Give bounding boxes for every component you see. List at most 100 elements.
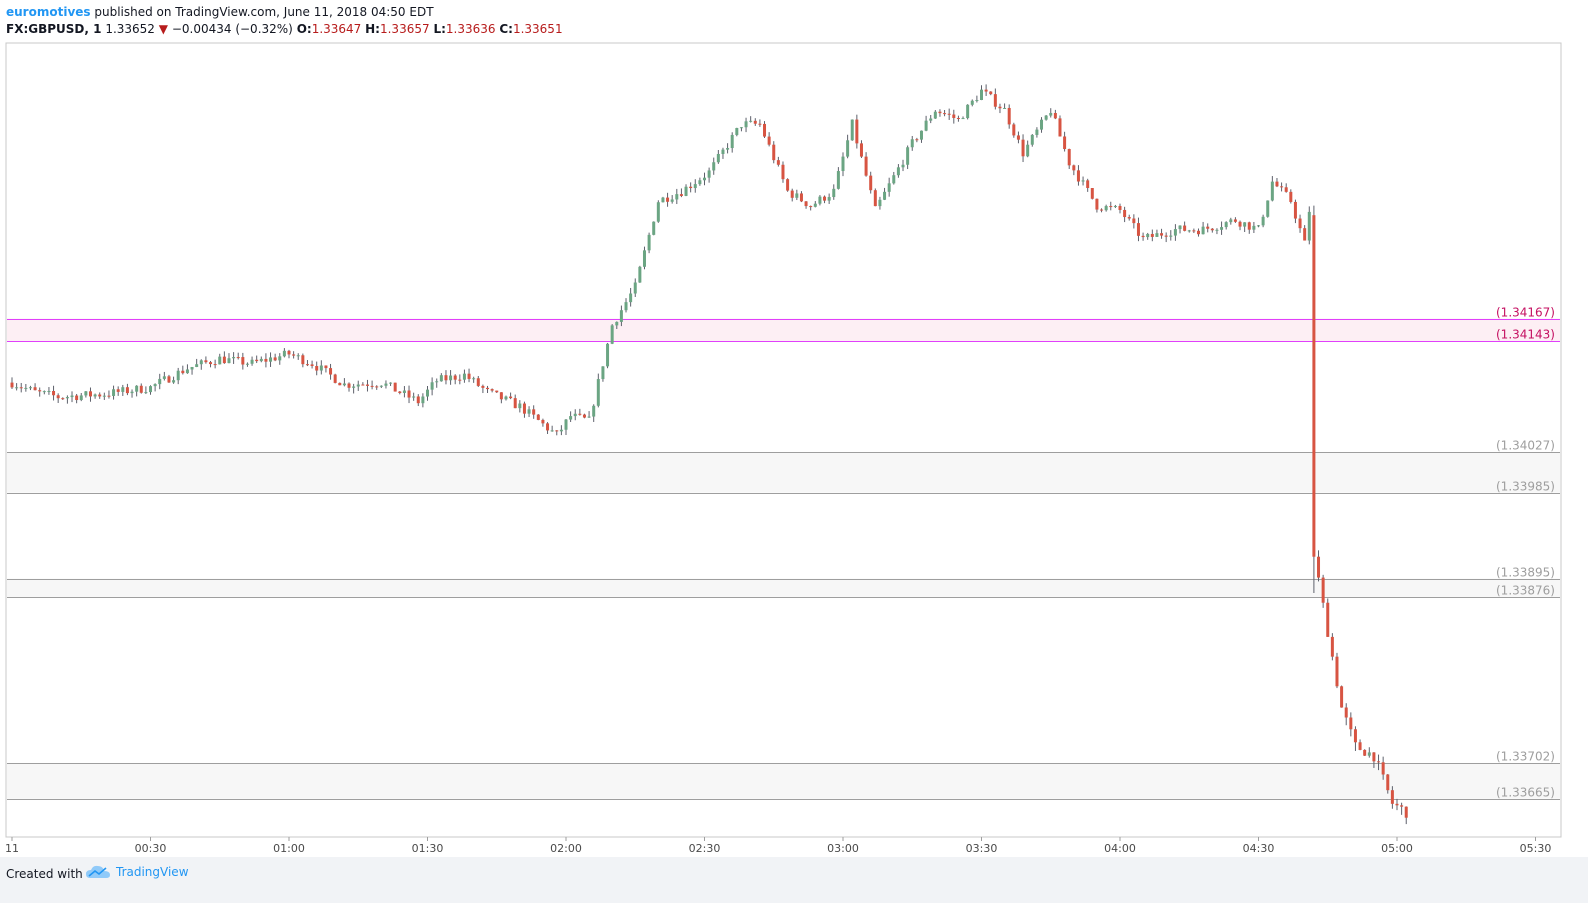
candle-body-55 (264, 358, 268, 362)
candle-body-186 (869, 175, 873, 191)
candle-body-184 (859, 143, 863, 157)
candle-body-91 (430, 382, 434, 390)
candle-body-161 (753, 120, 757, 124)
candle-body-241 (1123, 209, 1127, 218)
candle-body-180 (841, 156, 845, 172)
tradingview-brand-label: TradingView (116, 865, 189, 879)
candle-body-128 (601, 366, 605, 380)
candle-body-95 (449, 375, 453, 381)
down-arrow-icon: ▼ (158, 22, 168, 36)
candle-body-71 (338, 382, 342, 386)
ohlc-line: FX:GBPUSD, 1 1.33652 ▼ −0.00434 (−0.32%)… (6, 21, 1566, 38)
candle-body-125 (587, 416, 591, 418)
candle-body-293 (1363, 749, 1367, 756)
candle-body-229 (1067, 149, 1071, 166)
candle-body-121 (569, 416, 573, 420)
candle-body-124 (582, 414, 586, 418)
candle-body-143 (670, 199, 674, 202)
candle-body-24 (121, 387, 125, 392)
candle-body-94 (444, 375, 448, 381)
candle-body-100 (472, 378, 476, 380)
candle-body-99 (467, 373, 471, 379)
candle-body-291 (1353, 729, 1357, 743)
candle-body-149 (698, 180, 702, 185)
price-chart[interactable]: (1.34167) (1.34143) (1.34027) (1.33985) (1.3… (0, 0, 1588, 857)
candle-body-195 (910, 139, 914, 148)
candle-body-267 (1243, 222, 1247, 227)
open-label: O: (296, 22, 312, 36)
candle-body-67 (319, 365, 323, 371)
candle-body-120 (564, 419, 568, 430)
candle-body-103 (486, 387, 490, 390)
level-label-3: (1.33985) (1496, 480, 1555, 494)
candle-body-301 (1400, 805, 1404, 807)
candle-body-166 (776, 160, 780, 165)
candle-body-250 (1164, 235, 1168, 237)
candle-body-259 (1206, 226, 1210, 229)
candle-body-288 (1340, 686, 1344, 708)
high-value: 1.33657 (379, 22, 430, 36)
candle-body-78 (370, 385, 374, 387)
candle-body-26 (130, 391, 134, 394)
candle-body-266 (1238, 221, 1242, 227)
candle-body-299 (1390, 790, 1394, 804)
candle-body-178 (832, 188, 836, 198)
candle-body-185 (864, 156, 868, 176)
candle-body-294 (1367, 752, 1371, 756)
candle-body-210 (980, 89, 983, 101)
candle-body-77 (365, 384, 369, 386)
candle-body-151 (707, 170, 711, 178)
candle-body-175 (818, 196, 822, 204)
candle-body-69 (329, 368, 333, 375)
x-tick-label-6: 03:00 (827, 842, 859, 855)
candle-body-38 (185, 369, 189, 374)
candle-body-163 (763, 123, 767, 137)
candle-body-236 (1100, 209, 1104, 211)
candle-body-25 (125, 387, 129, 394)
candle-body-2 (19, 387, 23, 389)
candle-body-48 (232, 357, 236, 359)
level-zone-1 (7, 452, 1560, 493)
candle-body-98 (462, 373, 466, 380)
high-label: H: (365, 22, 380, 36)
candle-body-204 (952, 114, 956, 118)
candle-body-92 (435, 381, 439, 383)
author-link[interactable]: euromotives (6, 5, 91, 19)
candle-body-87 (412, 396, 416, 398)
candle-body-137 (642, 250, 646, 267)
candle-body-88 (416, 396, 420, 404)
candle-body-295 (1372, 752, 1376, 762)
level-zone-2 (7, 578, 1560, 597)
low-value: 1.33636 (445, 22, 496, 36)
candle-body-86 (407, 390, 411, 398)
candle-body-278 (1293, 201, 1297, 219)
candle-body-109 (513, 398, 517, 409)
footer-bar: Created with TradingView (0, 857, 1588, 903)
candle-body-50 (241, 357, 245, 365)
candle-body-17 (88, 391, 92, 397)
candle-body-154 (721, 149, 725, 154)
candle-body-72 (342, 383, 346, 386)
level-zone-3 (7, 763, 1560, 799)
candle-body-13 (70, 395, 74, 398)
candle-body-58 (278, 356, 282, 361)
published-text: published on TradingView.com, June 11, 2… (90, 5, 434, 19)
candle-body-174 (813, 203, 817, 207)
low-label: L: (433, 22, 446, 36)
candle-body-249 (1160, 233, 1164, 236)
candle-body-74 (352, 386, 356, 388)
candle-body-248 (1155, 233, 1159, 237)
candle-body-274 (1275, 181, 1279, 187)
candle-body-35 (172, 380, 176, 383)
candle-body-140 (656, 202, 660, 222)
candle-body-202 (943, 113, 947, 115)
candle-body-130 (610, 325, 614, 344)
candle-body-101 (476, 378, 480, 386)
candle-body-5 (33, 387, 37, 391)
candle-body-252 (1173, 229, 1177, 236)
tradingview-brand[interactable]: TradingView (86, 865, 189, 879)
candle-body-245 (1141, 235, 1145, 238)
candle-body-73 (347, 383, 351, 388)
candle-body-66 (315, 365, 319, 371)
candle-body-262 (1220, 227, 1224, 230)
